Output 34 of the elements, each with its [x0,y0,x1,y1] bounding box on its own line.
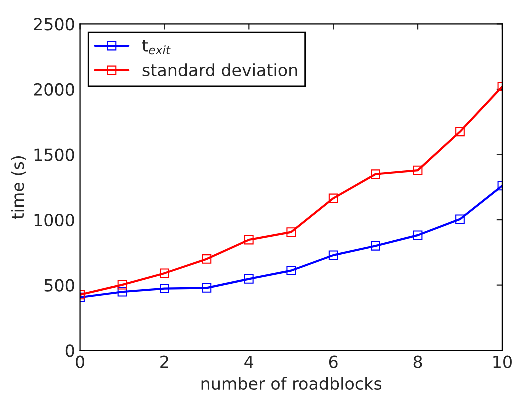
point [286,228,296,237]
x-axis-title: number of roadblocks [202,377,382,390]
y-tick-label: 1000 [34,214,74,227]
y-tick-label: 500 [44,279,74,292]
point [118,287,128,297]
y-axis-title: time (s) [11,156,26,220]
point [244,274,254,284]
x-tick-label: 4 [244,356,254,368]
point [160,284,170,294]
point [328,250,338,260]
point [413,230,423,240]
point [286,266,296,276]
y-tick-label: 1500 [34,148,74,162]
point [413,166,423,176]
point [160,268,170,278]
y-tick-label: 2500 [34,18,74,31]
point [202,284,212,293]
legend-label: standard deviation [142,64,298,77]
point [328,194,338,204]
point [456,127,465,137]
x-tick-label: 0 [76,356,84,368]
x-tick-label: 2 [160,356,168,368]
x-tick-label: 6 [329,356,338,368]
point [118,280,128,290]
y-tick-label: 2000 [34,83,74,96]
x-tick-label: 8 [414,356,422,368]
x-tick-label: 10 [494,356,512,368]
point [371,170,380,180]
legend-label: t$_{exit}$ [142,40,171,55]
point [244,235,254,245]
point [371,241,380,251]
point [456,214,465,224]
point [202,254,212,264]
y-tick-label: 0 [66,344,74,358]
